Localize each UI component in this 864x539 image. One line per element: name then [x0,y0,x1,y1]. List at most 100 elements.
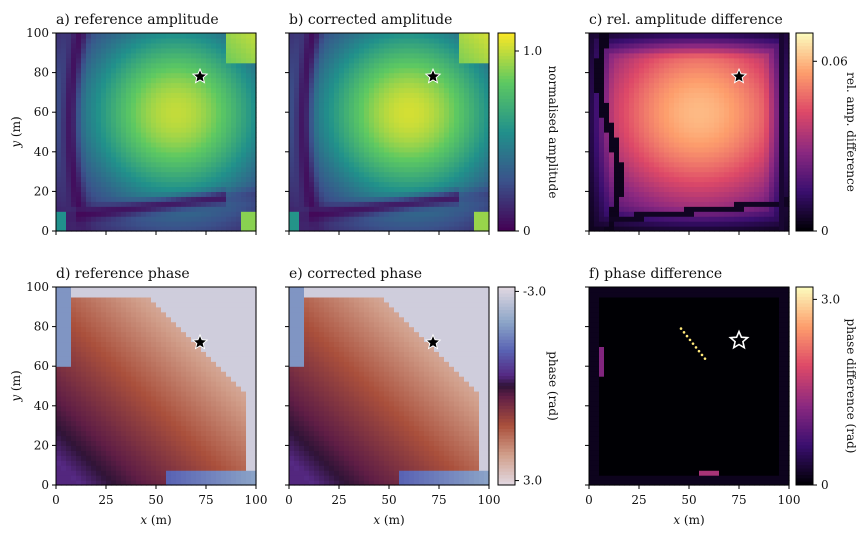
heatmap-cell [354,97,360,103]
heatmap-cell [424,92,430,98]
heatmap-cell [146,151,152,158]
heatmap-cell [744,181,750,188]
heatmap-cell [444,181,450,188]
heatmap-cell [669,132,675,138]
heatmap-cell [754,107,760,113]
heatmap-cell [779,146,785,153]
heatmap-cell [689,206,695,212]
heatmap-cell [444,127,450,133]
heatmap-cell [319,87,325,93]
heatmap-cell [419,211,425,217]
heatmap-cell [449,186,455,192]
heatmap-cell [364,166,370,173]
heatmap-cell [619,77,625,84]
heatmap-cell [86,132,92,138]
heatmap-cell [56,445,62,451]
heatmap-cell [349,216,355,222]
heatmap-cell [384,52,390,59]
heatmap-cell [186,52,192,59]
heatmap-cell [769,112,775,118]
heatmap-cell [186,196,192,202]
heatmap-cell [664,33,670,39]
heatmap-cell [694,42,700,49]
heatmap-cell [294,122,300,128]
heatmap-cell [236,161,242,168]
heatmap-cell [136,77,142,84]
heatmap-cell [221,77,227,84]
heatmap-cell [56,321,62,328]
heatmap-cell [439,107,445,113]
heatmap-cell [216,176,222,183]
heatmap-cell [71,141,77,148]
heatmap-cell [329,201,335,207]
heatmap-cell [454,122,460,128]
heatmap-cell [166,97,172,103]
heatmap-cell [294,112,300,118]
heatmap-cell [329,166,335,173]
heatmap-cell [136,171,142,178]
heatmap-cell [299,141,305,148]
heatmap-cell [649,102,655,108]
heatmap-cell [424,226,430,232]
heatmap-cell [136,161,142,168]
heatmap-cell [304,122,310,128]
heatmap-cell [236,196,242,202]
heatmap-cell [216,42,222,49]
heatmap-cell [111,191,117,197]
heatmap-cell [674,127,680,133]
heatmap-cell [404,132,410,138]
heatmap-cell [221,186,227,192]
heatmap-cell [634,211,640,217]
heatmap-cell [241,146,247,153]
heatmap-cell [754,196,760,202]
heatmap-cell [309,92,315,98]
heatmap-cell [459,156,465,163]
heatmap-cell [649,216,655,222]
heatmap-cell [779,206,785,212]
heatmap-cell [156,151,162,158]
heatmap-cell [774,37,780,44]
heatmap-cell [734,87,740,93]
heatmap-cell [146,112,152,118]
heatmap-cell [354,47,360,54]
heatmap-cell [404,37,410,44]
heatmap-cell [191,191,197,197]
heatmap-cell [176,146,182,153]
heatmap-cell [364,33,370,39]
heatmap-cell [71,211,77,217]
heatmap-cell [764,102,770,108]
heatmap-cell [784,136,790,143]
heatmap-cell [116,211,122,217]
heatmap-cell [679,72,685,79]
heatmap-cell [394,52,400,59]
heatmap-cell [634,47,640,54]
heatmap-cell [196,196,202,202]
heatmap-cell [241,47,247,54]
heatmap-cell [759,117,765,123]
heatmap-cell [739,92,745,98]
heatmap-cell [459,141,465,148]
heatmap-cell [349,107,355,113]
heatmap-cell [324,201,330,207]
heatmap-cell [384,97,390,103]
heatmap-cell [429,221,435,227]
heatmap-cell [201,107,207,113]
heatmap-cell [294,72,300,79]
heatmap-cell [654,42,660,49]
heatmap-cell [709,221,715,227]
heatmap-cell [629,37,635,44]
heatmap-cell [754,176,760,183]
heatmap-cell [609,221,615,227]
heatmap-cell [111,112,117,118]
heatmap-cell [719,102,725,108]
heatmap-cell [339,206,345,212]
heatmap-cell [744,171,750,178]
heatmap-cell [714,211,720,217]
heatmap-cell [634,52,640,59]
heatmap-cell [211,206,217,212]
heatmap-cell [106,37,112,44]
heatmap-cell [81,151,87,158]
heatmap-cell [364,151,370,158]
heatmap-cell [221,62,227,69]
heatmap-cell [161,136,167,143]
